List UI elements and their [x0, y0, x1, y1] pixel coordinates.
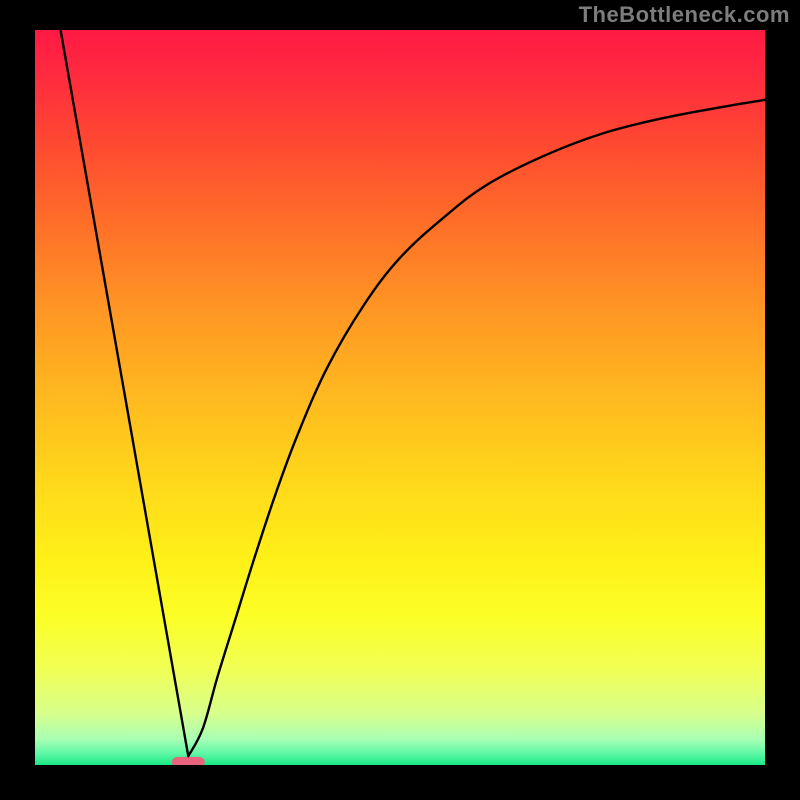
gradient-background [35, 30, 765, 765]
highlight-marker [172, 757, 205, 765]
chart-frame: TheBottleneck.com [0, 0, 800, 800]
plot-area [35, 30, 765, 765]
watermark-text: TheBottleneck.com [579, 2, 790, 28]
plot-svg [35, 30, 765, 765]
